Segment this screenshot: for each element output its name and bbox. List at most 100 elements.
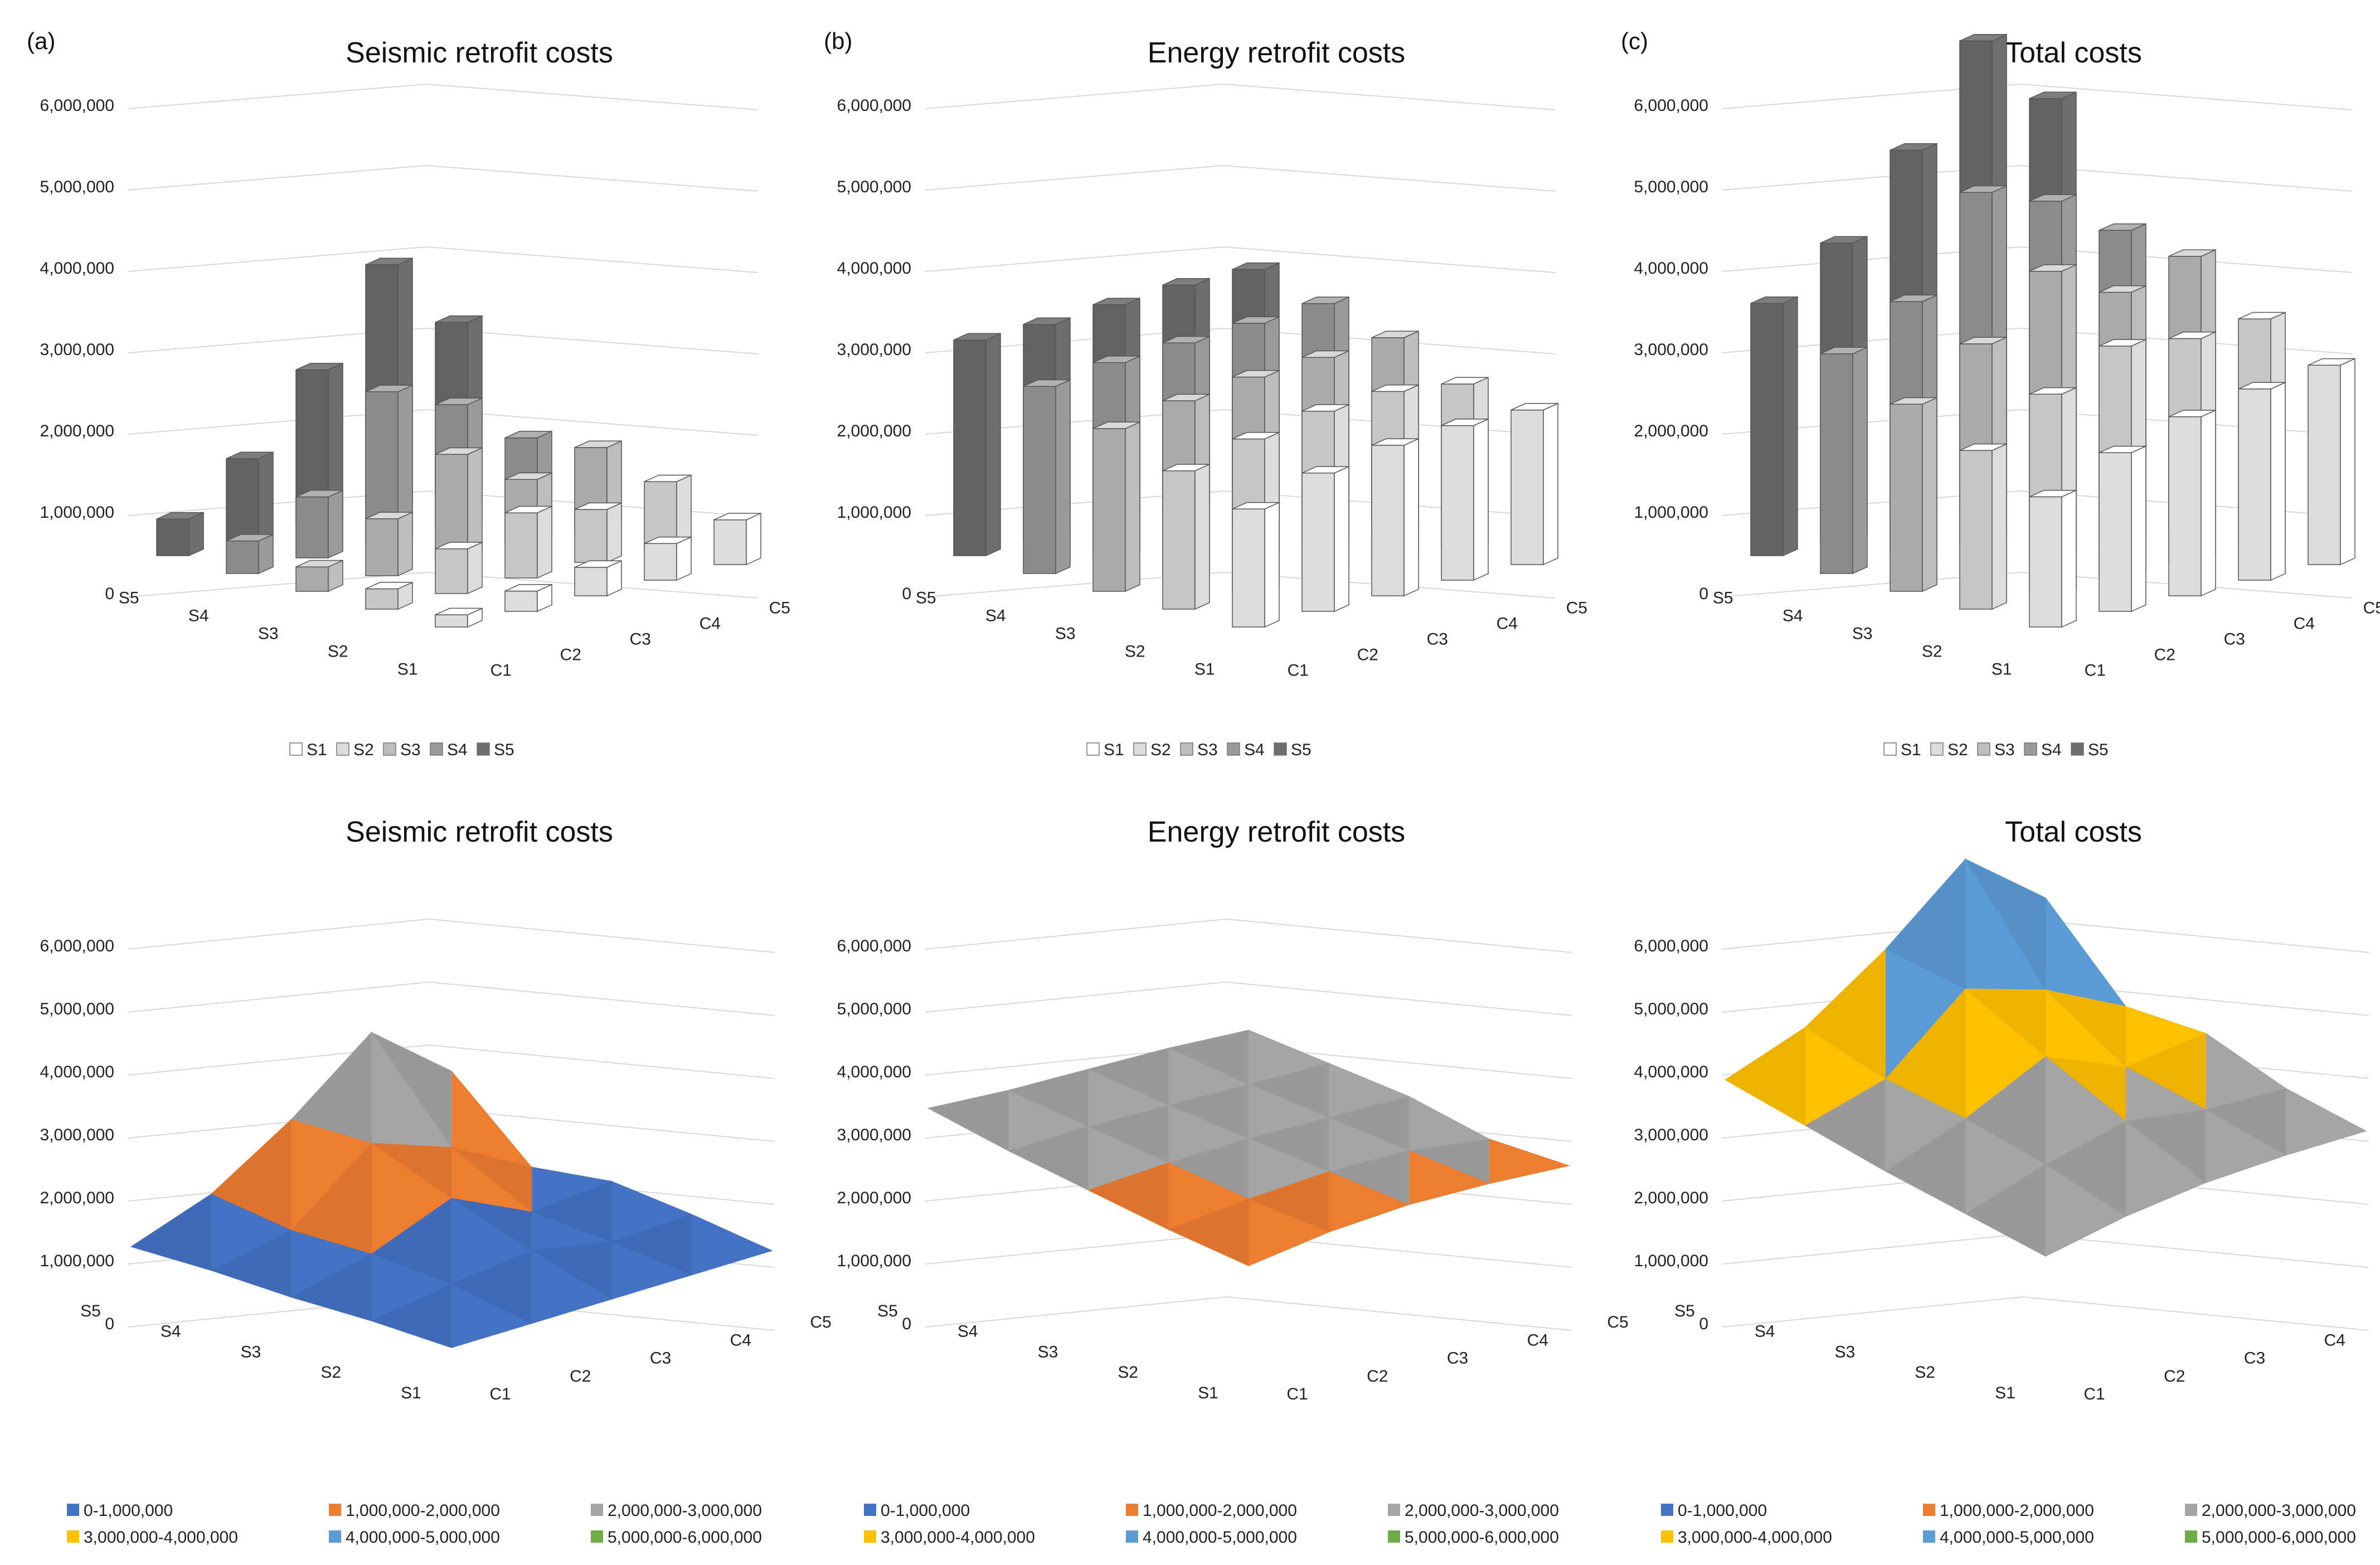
bar-top bbox=[435, 447, 483, 455]
depth-label: S1 bbox=[1992, 660, 2012, 678]
y-tick-label: 6,000,000 bbox=[1634, 937, 1708, 955]
depth-label: S1 bbox=[1194, 660, 1215, 678]
depth-label: S5 bbox=[877, 1302, 898, 1320]
bar-front bbox=[1820, 353, 1853, 574]
bar-front bbox=[1023, 386, 1056, 574]
bar-top bbox=[1232, 316, 1280, 324]
depth-label: S1 bbox=[401, 1384, 421, 1402]
y-tick-label: 2,000,000 bbox=[1634, 1189, 1708, 1207]
y-tick-label: 2,000,000 bbox=[837, 1189, 911, 1207]
bar-front bbox=[1301, 473, 1335, 612]
bar-top bbox=[1162, 464, 1210, 472]
y-tick-label: 3,000,000 bbox=[837, 341, 911, 359]
bar-top bbox=[295, 490, 343, 498]
y-tick-label: 0 bbox=[105, 1315, 114, 1333]
bar-front bbox=[574, 567, 608, 596]
depth-label: S3 bbox=[258, 624, 279, 643]
bar-top bbox=[365, 257, 413, 265]
y-tick-label: 1,000,000 bbox=[40, 1252, 114, 1270]
bar-top bbox=[1750, 296, 1798, 304]
legend-label: 1,000,000-2,000,000 bbox=[1143, 1501, 1297, 1520]
y-tick-label: 5,000,000 bbox=[1634, 1000, 1708, 1018]
category-label: C3 bbox=[1427, 630, 1448, 649]
category-label: C4 bbox=[1497, 615, 1518, 633]
bar-front bbox=[435, 548, 468, 594]
bar-front bbox=[1959, 450, 1993, 610]
y-tick-label: 3,000,000 bbox=[40, 341, 114, 359]
depth-label: S3 bbox=[1038, 1343, 1058, 1361]
surface-facet bbox=[927, 1090, 1009, 1151]
legend-label: S5 bbox=[494, 741, 514, 759]
bar-side bbox=[537, 506, 552, 579]
legend-label: 1,000,000-2,000,000 bbox=[1940, 1501, 2094, 1520]
legend-swatch bbox=[67, 1530, 79, 1543]
y-tick-label: 2,000,000 bbox=[1634, 422, 1708, 440]
bar-top bbox=[2168, 249, 2216, 257]
bar-top bbox=[2099, 285, 2146, 293]
legend-swatch bbox=[67, 1504, 79, 1516]
gridline bbox=[1722, 83, 2353, 110]
panel-label: (c) bbox=[1621, 28, 1648, 54]
category-label: C2 bbox=[1367, 1367, 1388, 1386]
bar-top bbox=[1890, 143, 1937, 151]
panel-label: (a) bbox=[27, 28, 55, 54]
bar-front bbox=[365, 588, 399, 610]
legend-label: 5,000,000-6,000,000 bbox=[2202, 1528, 2356, 1547]
bar-top bbox=[2029, 194, 2077, 202]
bar-side bbox=[1852, 346, 1868, 575]
bar-top bbox=[574, 440, 622, 448]
legend-swatch bbox=[1930, 742, 1944, 756]
y-tick-label: 4,000,000 bbox=[1634, 259, 1708, 278]
bar-top bbox=[1023, 317, 1071, 325]
legend-swatch bbox=[1086, 742, 1100, 756]
depth-label: S4 bbox=[958, 1323, 978, 1341]
y-tick-label: 0 bbox=[105, 585, 114, 603]
category-label: C2 bbox=[2164, 1367, 2185, 1386]
bar-top bbox=[2099, 445, 2146, 454]
bar-side bbox=[2340, 358, 2355, 566]
bar-side bbox=[1055, 379, 1071, 575]
bar-top bbox=[365, 512, 413, 519]
y-tick-label: 3,000,000 bbox=[1634, 341, 1708, 359]
gridline bbox=[925, 918, 1572, 953]
y-tick-label: 4,000,000 bbox=[837, 1063, 911, 1081]
legend-swatch bbox=[864, 1530, 876, 1543]
legend-label: 5,000,000-6,000,000 bbox=[1405, 1528, 1559, 1547]
bar-chart-b_bar: (b) Energy retrofit costs 0 1,000,000 2,000,… bbox=[824, 28, 1587, 759]
bar-top bbox=[1232, 263, 1280, 270]
category-label: C1 bbox=[489, 1385, 511, 1403]
gridline bbox=[1722, 164, 2353, 192]
bar-top bbox=[1301, 297, 1349, 304]
bar-top bbox=[504, 584, 552, 592]
y-tick-label: 4,000,000 bbox=[40, 1063, 114, 1081]
bar-top bbox=[1441, 377, 1489, 385]
legend-swatch bbox=[2024, 742, 2037, 756]
legend-label: 0-1,000,000 bbox=[84, 1501, 173, 1520]
legend-swatch bbox=[336, 742, 349, 756]
y-tick-label: 5,000,000 bbox=[837, 1000, 911, 1018]
depth-label: S1 bbox=[1995, 1384, 2015, 1402]
legend-swatch bbox=[591, 1504, 603, 1516]
legend-swatch bbox=[2185, 1504, 2197, 1516]
bar-top bbox=[1301, 350, 1349, 358]
bar-top bbox=[574, 502, 622, 510]
gridline bbox=[925, 571, 1556, 599]
gridline bbox=[128, 571, 759, 599]
gridline bbox=[1722, 1296, 2369, 1331]
bar-front bbox=[2238, 388, 2271, 581]
bar-front bbox=[1750, 303, 1784, 556]
legend-label: 4,000,000-5,000,000 bbox=[1143, 1528, 1297, 1547]
bar-side bbox=[1782, 296, 1798, 557]
bar-top bbox=[1371, 438, 1419, 446]
surface-facet bbox=[1168, 1198, 1249, 1266]
gridline bbox=[128, 327, 759, 354]
bar-front bbox=[1092, 428, 1126, 592]
chart-title: Energy retrofit costs bbox=[1148, 816, 1405, 848]
depth-label: S5 bbox=[1713, 589, 1733, 607]
depth-label: S3 bbox=[241, 1343, 261, 1361]
surface-chart-b_surf: Energy retrofit costs 0 1,000,000 2,000,000… bbox=[837, 816, 1629, 1547]
bar-top bbox=[504, 472, 552, 480]
y-tick-label: 3,000,000 bbox=[837, 1126, 911, 1144]
depth-label: S1 bbox=[1198, 1384, 1218, 1402]
